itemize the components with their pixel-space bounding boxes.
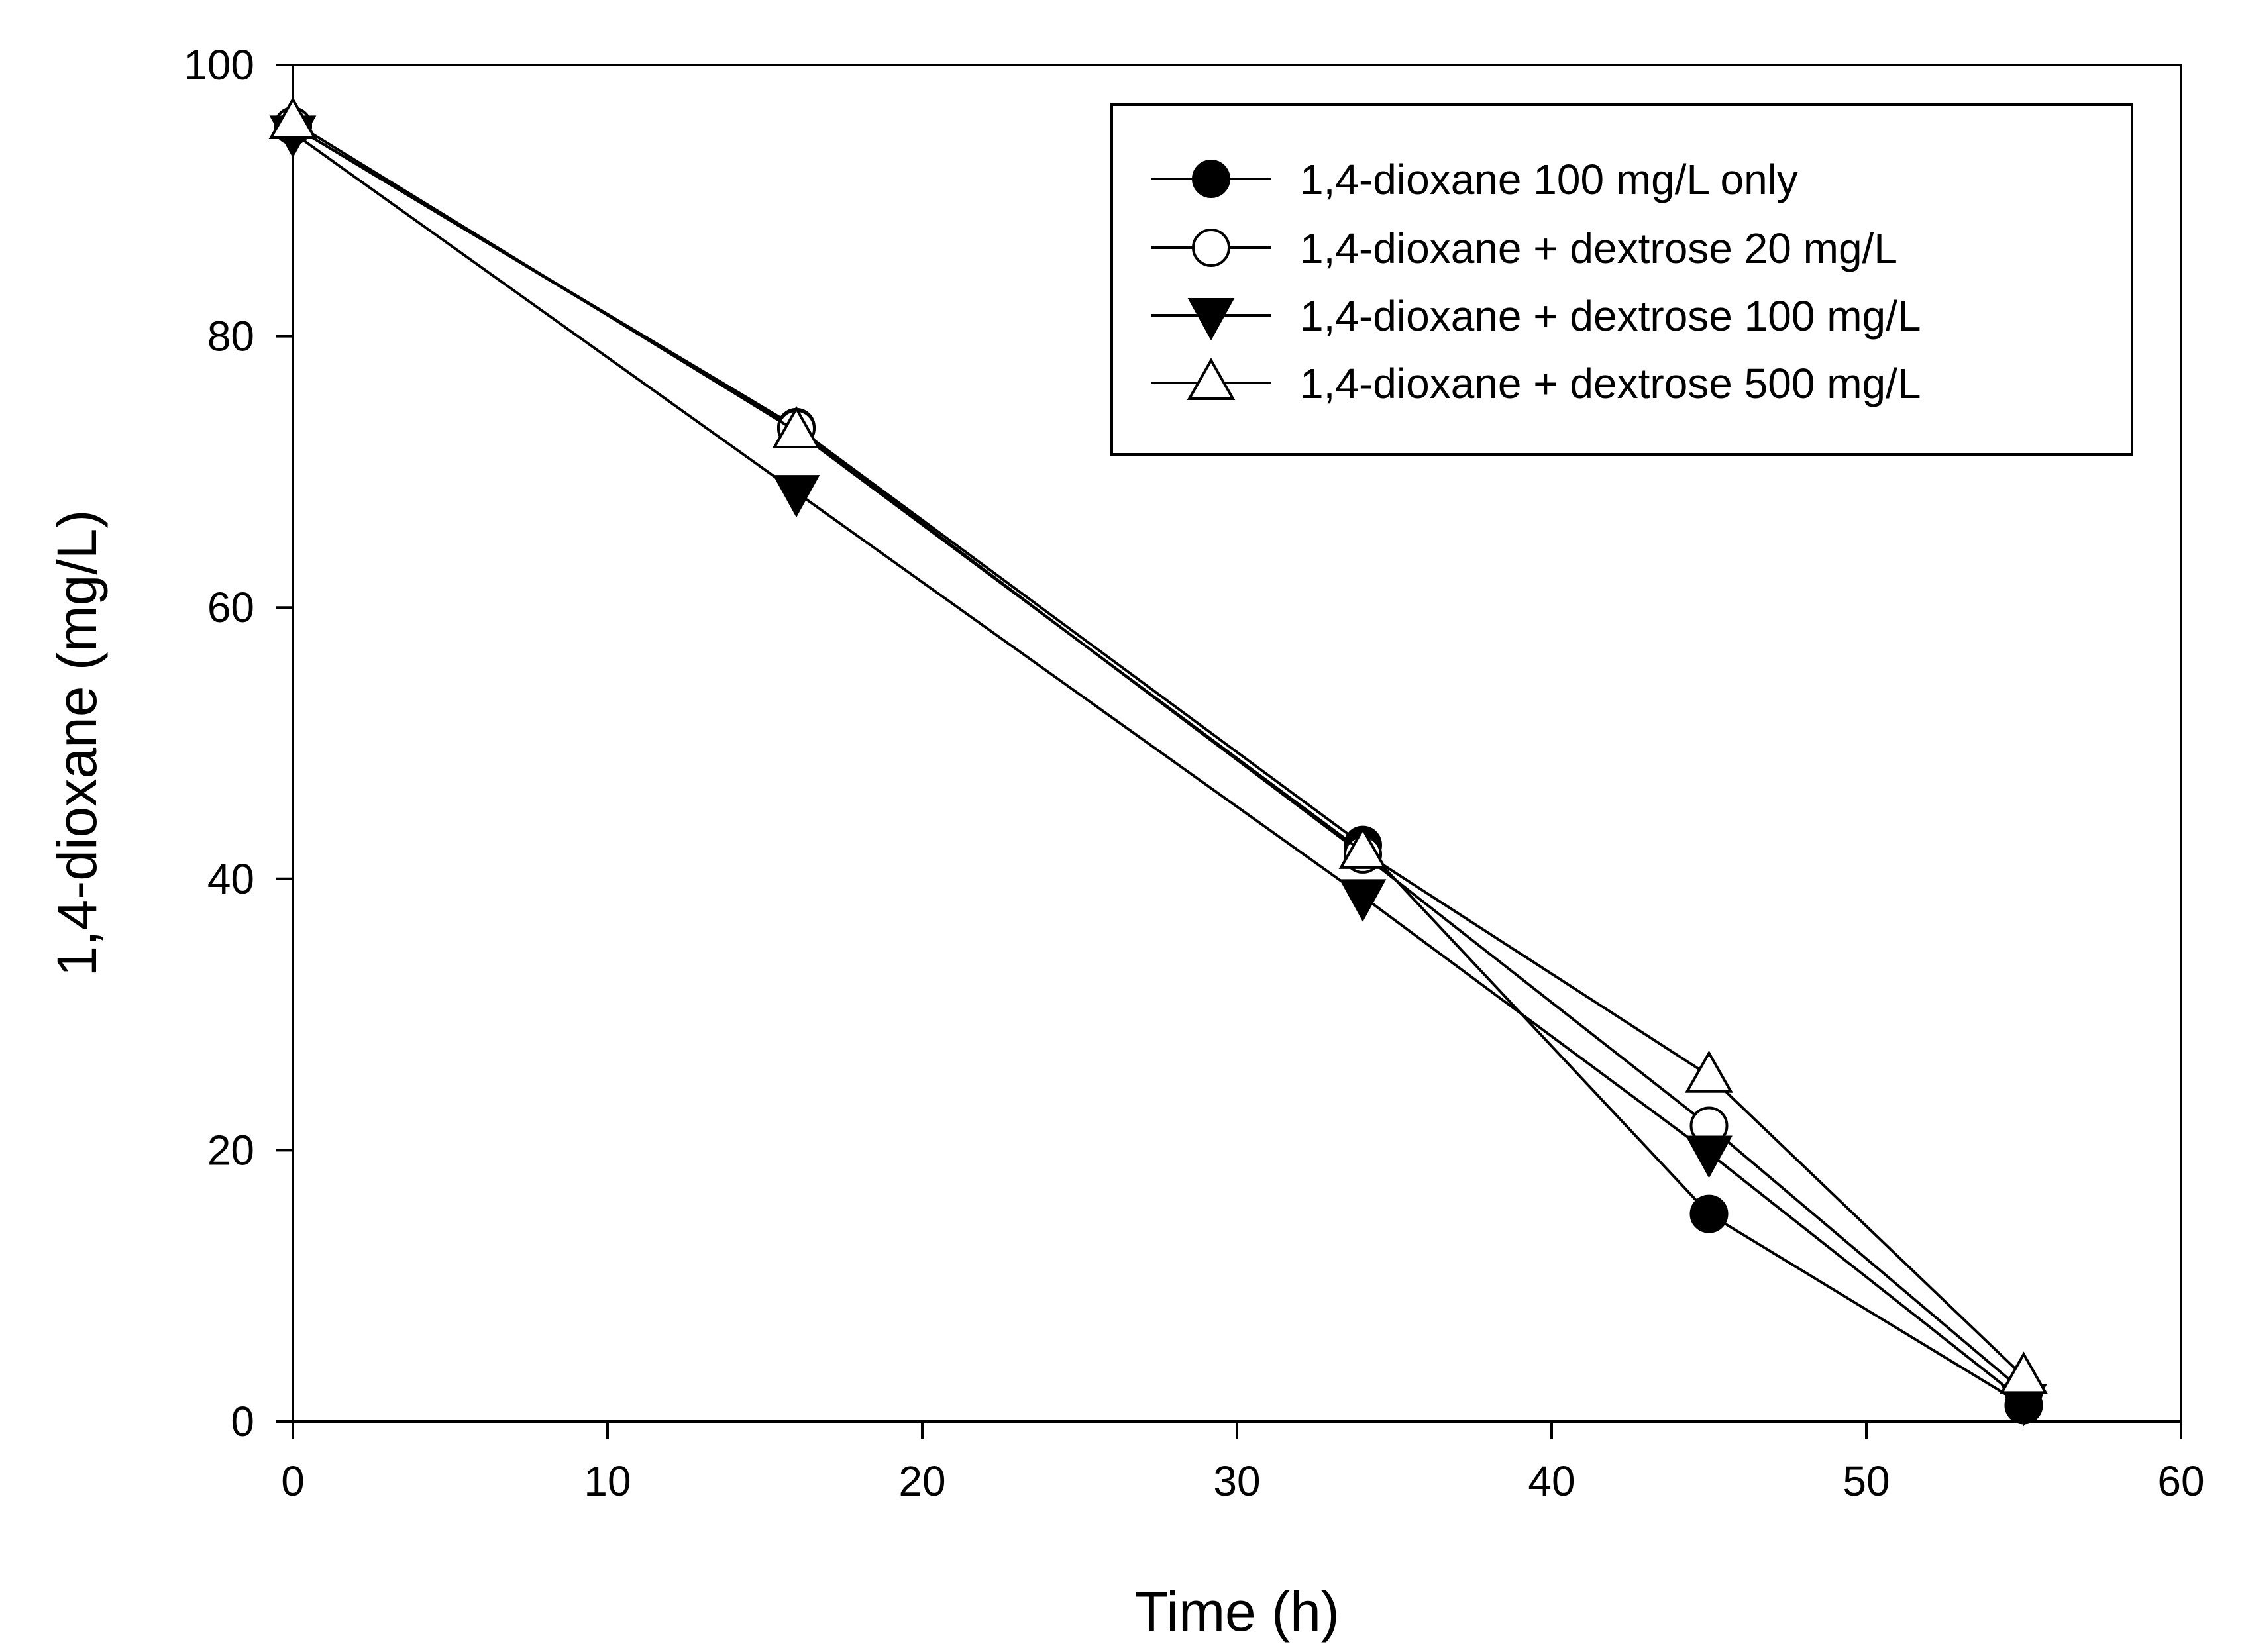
legend-label: 1,4-dioxane + dextrose 100 mg/L	[1300, 292, 1921, 340]
data-point	[1689, 1194, 1729, 1233]
series-4	[268, 96, 2048, 1394]
data-point	[1338, 826, 1387, 869]
data-point	[1685, 1050, 1733, 1093]
legend-label: 1,4-dioxane + dextrose 500 mg/L	[1300, 360, 1921, 407]
legend-entry-2: 1,4-dioxane + dextrose 20 mg/L	[1151, 225, 1897, 272]
legend-marker	[1187, 357, 1236, 400]
y-tick-label: 100	[184, 41, 254, 89]
data-point	[1339, 879, 1387, 922]
legend-label: 1,4-dioxane 100 mg/L only	[1300, 156, 1798, 203]
legend: 1,4-dioxane 100 mg/L only 1,4-dioxane + d…	[1110, 103, 2133, 456]
data-point	[773, 475, 820, 518]
x-axis: 0 10 20 30 40 50 60	[281, 1421, 2205, 1505]
x-tick-label: 50	[1842, 1457, 1890, 1505]
legend-label: 1,4-dioxane + dextrose 20 mg/L	[1300, 225, 1897, 272]
data-point	[772, 405, 821, 448]
legend-marker	[1192, 229, 1230, 267]
legend-box	[1110, 103, 2133, 456]
x-tick-label: 20	[898, 1457, 945, 1505]
y-axis: 0 20 40 60 80 100	[184, 41, 293, 1445]
y-tick-label: 80	[207, 313, 254, 360]
y-tick-label: 20	[207, 1126, 254, 1174]
x-tick-label: 30	[1213, 1457, 1260, 1505]
x-tick-label: 0	[281, 1457, 305, 1505]
y-tick-label: 0	[231, 1398, 254, 1445]
legend-entry-4: 1,4-dioxane + dextrose 500 mg/L	[1151, 357, 1921, 407]
legend-marker	[1187, 298, 1235, 341]
x-tick-label: 10	[584, 1457, 631, 1505]
x-axis-title: Time (h)	[1134, 1580, 1340, 1643]
x-tick-label: 60	[2157, 1457, 2204, 1505]
data-point	[1685, 1135, 1733, 1178]
legend-entry-3: 1,4-dioxane + dextrose 100 mg/L	[1151, 292, 1921, 341]
y-tick-label: 60	[207, 584, 254, 631]
y-axis-title: 1,4-dioxane (mg/L)	[46, 509, 108, 976]
series-layer	[268, 96, 2048, 1427]
legend-marker	[1192, 160, 1230, 198]
legend-entry-1: 1,4-dioxane 100 mg/L only	[1151, 156, 1798, 203]
data-point	[2000, 1351, 2048, 1394]
data-point	[268, 96, 317, 140]
x-tick-label: 40	[1528, 1457, 1575, 1505]
y-tick-label: 40	[207, 855, 254, 903]
